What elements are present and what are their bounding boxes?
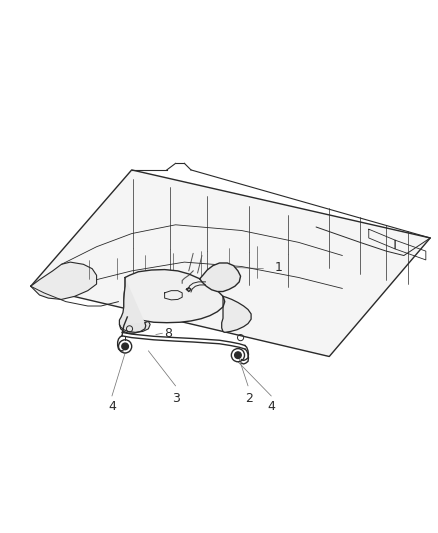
- Text: 4: 4: [267, 400, 275, 414]
- Text: 4: 4: [108, 400, 116, 414]
- Polygon shape: [124, 270, 224, 322]
- Circle shape: [234, 352, 241, 359]
- Text: 1: 1: [274, 261, 282, 274]
- Text: 3: 3: [172, 392, 180, 405]
- Polygon shape: [31, 170, 429, 357]
- Circle shape: [121, 343, 128, 350]
- Text: 8: 8: [164, 327, 172, 340]
- Polygon shape: [119, 321, 150, 333]
- Polygon shape: [31, 262, 96, 300]
- Polygon shape: [119, 278, 145, 333]
- Text: 2: 2: [245, 392, 253, 405]
- Polygon shape: [199, 263, 240, 292]
- Polygon shape: [221, 296, 251, 333]
